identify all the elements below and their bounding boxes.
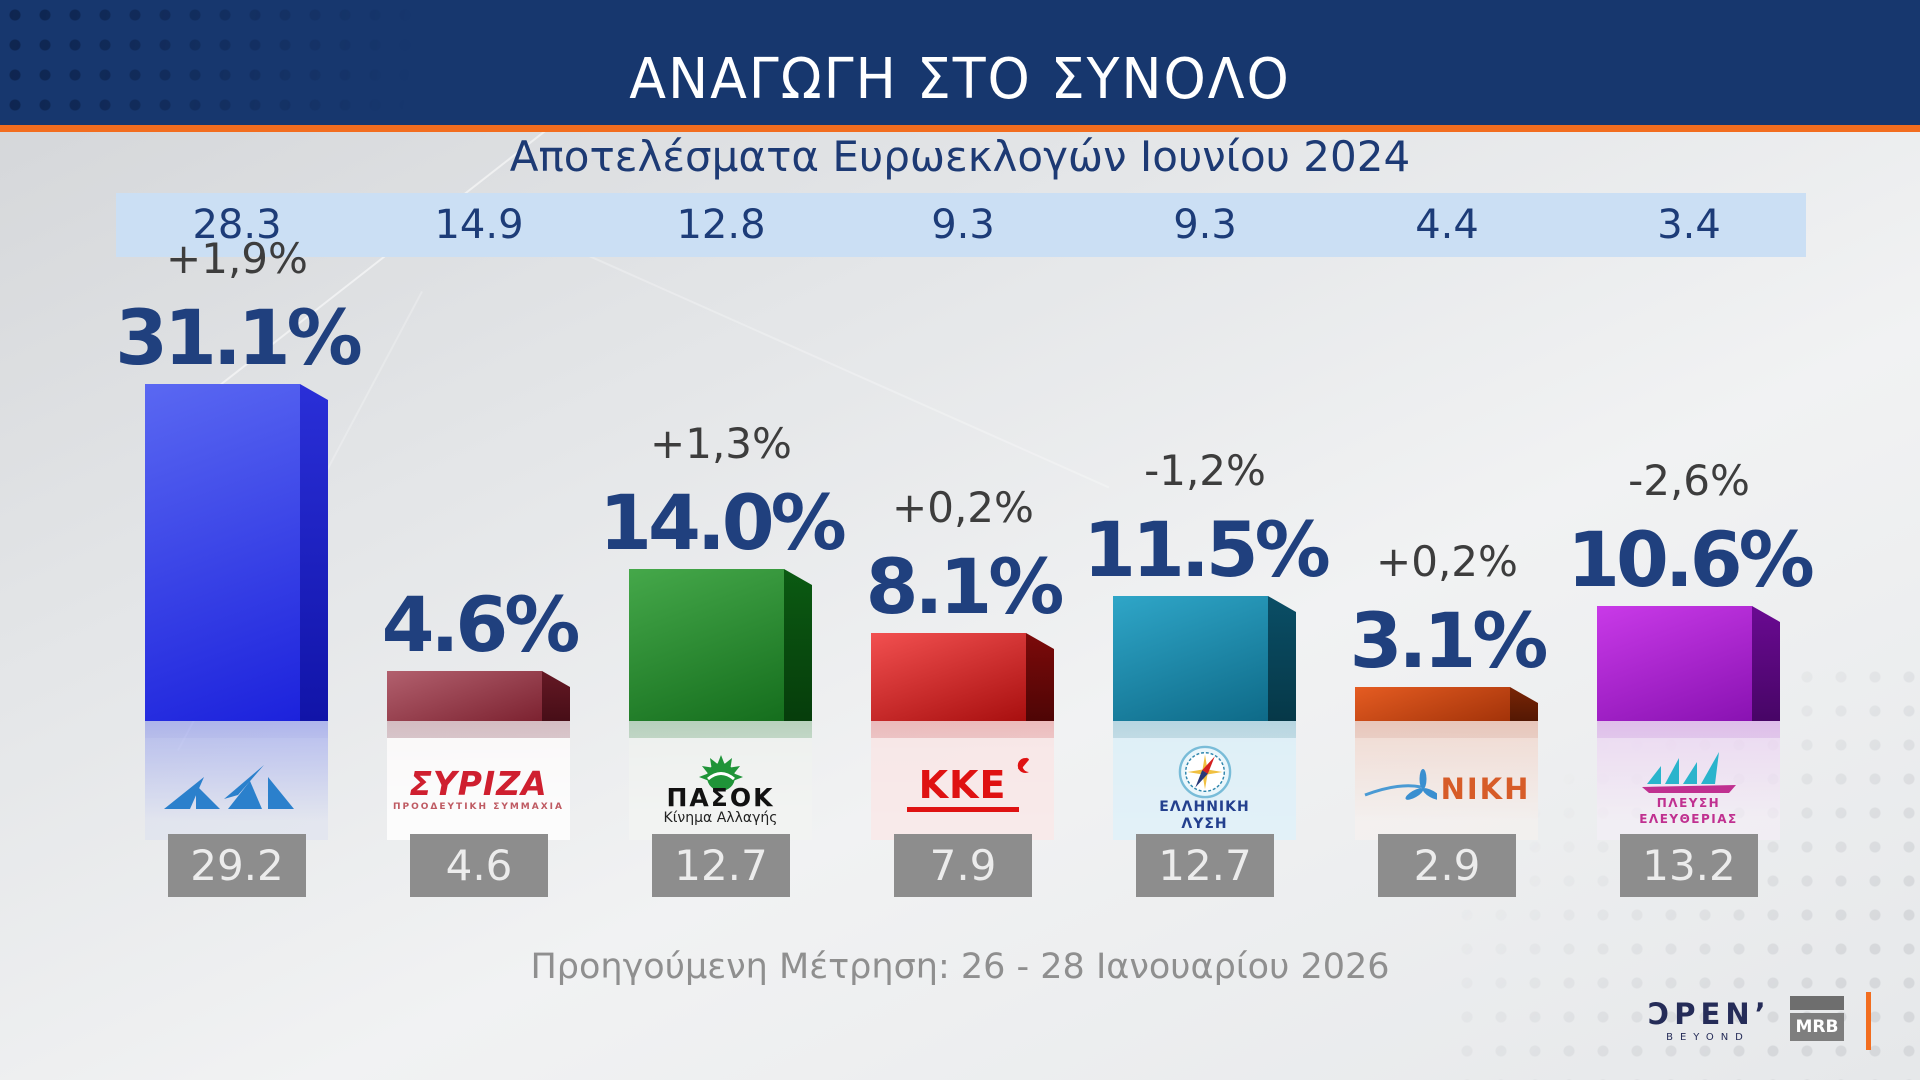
bar-nd (145, 384, 300, 721)
euro-result-value: 9.3 (931, 202, 995, 248)
previous-measurement-note: Προηγούμενη Μέτρηση: 26 - 28 Ιανουαρίου … (530, 947, 1390, 987)
open-logo: ƆPEN’ BEYOND (1648, 1000, 1768, 1043)
plefsi-logo-text: ΠΛΕΥΣΗ (1656, 796, 1721, 811)
bar-elliniki-lysi (1113, 596, 1268, 721)
column-niki: +0,2% 3.1% ΝΙΚΗ 2.9 (1326, 200, 1568, 900)
open-logo-text: ƆPEN’ (1648, 997, 1771, 1031)
syriza-logo: ΣΥΡΙΖΑ ΠΡΟΟΔΕΥΤΙΚΗ ΣΥΜΜΑΧΙΑ (387, 738, 570, 840)
previous-value-box: 7.9 (894, 834, 1032, 897)
open-logo-subtext: BEYOND (1666, 1032, 1750, 1043)
previous-value: 29.2 (190, 841, 284, 890)
value-label: 8.1% (865, 542, 1065, 631)
bar-kke (871, 633, 1026, 721)
value-label: 31.1% (115, 293, 363, 382)
hammer-sickle-icon (1013, 756, 1033, 779)
previous-value: 12.7 (1158, 841, 1252, 890)
nd-logo-icon (163, 765, 294, 809)
euro-results-strip: 28.3 14.9 12.8 9.3 9.3 4.4 3.4 (116, 193, 1806, 257)
plefsi-logo-text2: ΕΛΕΥΘΕΡΙΑΣ (1639, 812, 1738, 826)
kke-logo-text: ΚΚΕ (918, 763, 1007, 807)
value-label: 14.0% (599, 478, 847, 567)
change-label: +1,9% (166, 234, 308, 283)
bar-syriza-side (542, 671, 570, 721)
header-dot-pattern (0, 0, 520, 125)
euro-result-value: 4.4 (1415, 202, 1479, 248)
column-plefsi-eleftherias: -2,6% 10.6% ΠΛΕΥΣΗ ΕΛΕΥΘΕΡΙΑΣ 13.2 (1567, 200, 1815, 900)
column-syriza: 4.6% ΣΥΡΙΖΑ ΠΡΟΟΔΕΥΤΙΚΗ ΣΥΜΜΑΧΙΑ 4.6 (358, 200, 600, 900)
orange-accent-line (1866, 992, 1871, 1050)
bar-syriza (387, 671, 542, 721)
kke-logo: ΚΚΕ (871, 738, 1054, 840)
bar-plefsi-side (1752, 606, 1780, 721)
kke-underline (906, 807, 1019, 812)
niki-logo-text: ΝΙΚΗ (1440, 771, 1531, 806)
bar-kke-side (1026, 633, 1054, 721)
previous-value: 2.9 (1413, 841, 1481, 890)
pasok-logo-text: ΠΑΣΟΚ (666, 783, 775, 813)
previous-value-box: 12.7 (652, 834, 790, 897)
change-label: -2,6% (1628, 456, 1750, 505)
syriza-logo-subtext: ΠΡΟΟΔΕΥΤΙΚΗ ΣΥΜΜΑΧΙΑ (393, 801, 564, 812)
value-label: 3.1% (1349, 596, 1549, 685)
previous-value: 13.2 (1642, 841, 1736, 890)
previous-value-box: 4.6 (410, 834, 548, 897)
elliniki-lysi-logo-text2: ΛΥΣΗ (1181, 816, 1228, 832)
page-title: ΑΝΑΓΩΓΗ ΣΤΟ ΣΥΝΟΛΟ (629, 47, 1291, 112)
mrb-logo-text: MRB (1790, 1013, 1844, 1041)
bar-niki-side (1510, 687, 1538, 721)
niki-logo: ΝΙΚΗ (1355, 738, 1538, 840)
elliniki-lysi-logo-text: ΕΛΛΗΝΙΚΗ (1159, 798, 1250, 815)
pasok-sun-icon (698, 755, 743, 792)
value-label: 4.6% (381, 580, 581, 669)
previous-value-box: 12.7 (1136, 834, 1274, 897)
euro-result-value: 28.3 (192, 202, 282, 248)
change-label: +1,3% (650, 419, 792, 468)
euro-result-value: 14.9 (434, 202, 524, 248)
column-elliniki-lysi: -1,2% 11.5% ΕΛΛΗΝΙΚΗ ΛΥΣΗ (1083, 200, 1331, 900)
change-label: +0,2% (892, 483, 1034, 532)
plefsi-eleftherias-logo: ΠΛΕΥΣΗ ΕΛΕΥΘΕΡΙΑΣ (1597, 738, 1780, 840)
bar-nd-side (300, 384, 328, 721)
previous-value-box: 29.2 (168, 834, 306, 897)
euro-result-value: 9.3 (1173, 202, 1237, 248)
nd-logo (145, 738, 328, 840)
value-label: 10.6% (1567, 515, 1815, 604)
column-nd: +1,9% 31.1% 29.2 (115, 200, 363, 900)
pasok-logo-subtext: Κίνημα Αλλαγής (663, 810, 778, 827)
pasok-logo: ΠΑΣΟΚ Κίνημα Αλλαγής (629, 738, 812, 840)
euro-result-value: 12.8 (676, 202, 766, 248)
chart-subtitle: Αποτελέσματα Ευρωεκλογών Ιουνίου 2024 (509, 132, 1411, 181)
value-label: 11.5% (1083, 505, 1331, 594)
elliniki-lysi-logo: ΕΛΛΗΝΙΚΗ ΛΥΣΗ (1113, 738, 1296, 840)
bar-plefsi (1597, 606, 1752, 721)
mrb-logo: MRB (1790, 996, 1844, 1041)
propeller-icon (1364, 769, 1437, 800)
bar-elliniki-lysi-side (1268, 596, 1296, 721)
change-label: -1,2% (1144, 446, 1266, 495)
bar-reflection (1355, 721, 1538, 839)
previous-value-box: 2.9 (1378, 834, 1516, 897)
previous-value: 7.9 (929, 841, 997, 890)
bar-pasok (629, 569, 784, 721)
mrb-logo-bar (1790, 996, 1844, 1010)
column-pasok: +1,3% 14.0% (599, 200, 847, 900)
euro-result-value: 3.4 (1657, 202, 1721, 248)
previous-value: 12.7 (674, 841, 768, 890)
bar-reflection (145, 721, 328, 839)
change-label: +0,2% (1376, 537, 1518, 586)
compass-icon (1178, 745, 1231, 798)
column-kke: +0,2% 8.1% ΚΚΕ 7.9 (842, 200, 1084, 900)
bar-pasok-side (784, 569, 812, 721)
previous-value-box: 13.2 (1620, 834, 1758, 897)
previous-value: 4.6 (445, 841, 513, 890)
bar-niki (1355, 687, 1510, 721)
syriza-logo-text: ΣΥΡΙΖΑ (409, 763, 548, 803)
header-bar (0, 0, 1920, 125)
orange-divider (0, 125, 1920, 132)
sailboat-icon (1641, 752, 1736, 794)
